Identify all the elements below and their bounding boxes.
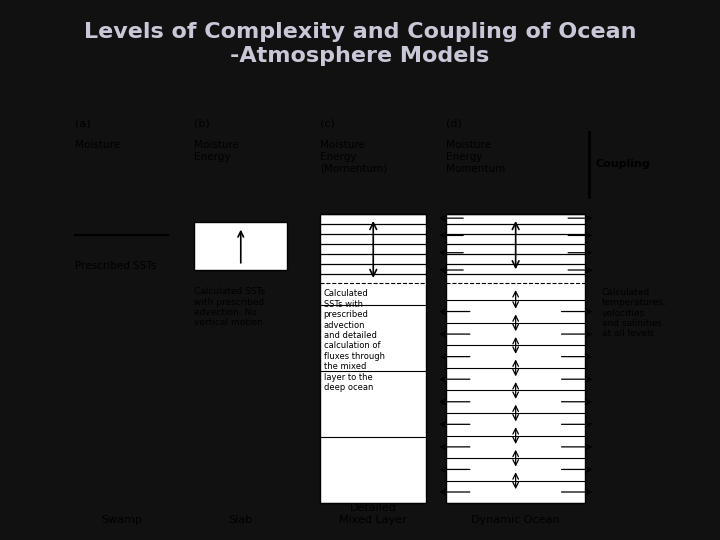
Text: (a): (a) xyxy=(75,119,91,129)
Text: Moisture: Moisture xyxy=(75,140,120,151)
Text: Swamp: Swamp xyxy=(101,515,142,525)
Bar xyxy=(446,214,585,503)
Text: Prescribed SSTs: Prescribed SSTs xyxy=(75,261,156,272)
Text: (c): (c) xyxy=(320,119,335,129)
Text: Moisture
Energy
Momentum: Moisture Energy Momentum xyxy=(446,140,505,173)
Text: Calculated
temperatures,
velocities
and salinities
at all levels: Calculated temperatures, velocities and … xyxy=(602,288,666,339)
Text: (b): (b) xyxy=(194,119,210,129)
Bar xyxy=(194,222,287,270)
Text: Detailed
Mixed Layer: Detailed Mixed Layer xyxy=(339,503,407,525)
Text: Moisture
Energy: Moisture Energy xyxy=(194,140,240,162)
Bar xyxy=(320,214,426,503)
Text: Calculated
SSTs with
prescribed
advection
and detailed
calculation of
fluxes thr: Calculated SSTs with prescribed advectio… xyxy=(323,289,384,392)
Text: (d): (d) xyxy=(446,119,462,129)
Text: Levels of Complexity and Coupling of Ocean
-Atmosphere Models: Levels of Complexity and Coupling of Oce… xyxy=(84,22,636,66)
Text: Slab: Slab xyxy=(229,515,253,525)
Text: Dynamic Ocean: Dynamic Ocean xyxy=(472,515,560,525)
Text: Coupling: Coupling xyxy=(595,159,650,169)
Text: Calculated SSTs
with prescribed
advection. No
vertical motion: Calculated SSTs with prescribed advectio… xyxy=(194,287,266,327)
Text: Moisture
Energy
(Momentum): Moisture Energy (Momentum) xyxy=(320,140,387,173)
